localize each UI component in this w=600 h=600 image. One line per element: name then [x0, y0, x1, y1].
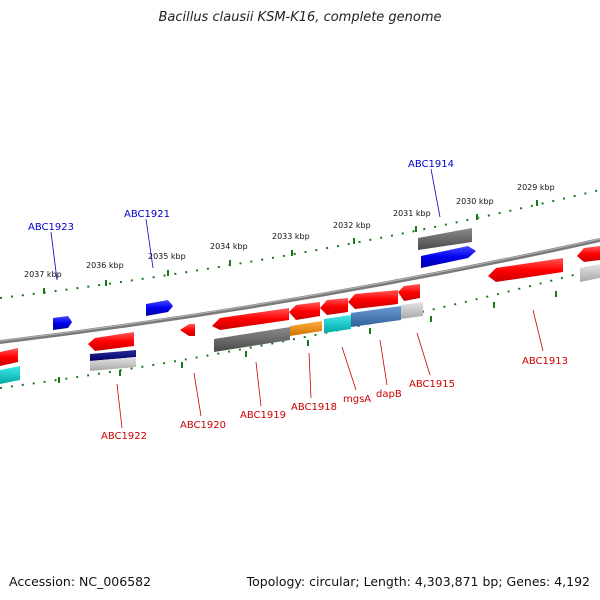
kbp-label: 2030 kbp [456, 197, 494, 206]
lower-feature-row [0, 264, 600, 384]
feature-cyan-bar [324, 315, 351, 333]
upper-feature-row [53, 246, 600, 336]
gene-edge-right-arrow[interactable] [577, 246, 600, 262]
feature-light-bar-right [580, 264, 600, 282]
gene-abc1922-arrow[interactable] [88, 332, 134, 351]
gene-dapb-arrow[interactable] [348, 290, 398, 309]
kbp-label: 2032 kbp [333, 221, 371, 230]
gene-label-abc1915[interactable]: ABC1915 [409, 379, 455, 390]
kbp-label: 2031 kbp [393, 209, 431, 218]
gene-label-abc1914[interactable]: ABC1914 [408, 159, 454, 170]
accession-text: Accession: NC_006582 [9, 574, 152, 589]
kbp-scale-labels: 2037 kbp 2036 kbp 2035 kbp 2034 kbp 2033… [24, 183, 555, 279]
gene-abc1915-arrow[interactable] [398, 284, 420, 301]
kbp-label: 2035 kbp [148, 252, 186, 261]
feature-cyan-left [0, 366, 20, 384]
kbp-label: 2033 kbp [272, 232, 310, 241]
feature-light-bar-abc1915 [401, 302, 423, 319]
gene-abc1921-arrow[interactable] [146, 300, 173, 316]
gene-abc1918-arrow[interactable] [289, 302, 320, 320]
feature-light-bar-abc1922 [90, 357, 136, 371]
gene-label-abc1919[interactable]: ABC1919 [240, 410, 286, 421]
map-title: Bacillus clausii KSM-K16, complete genom… [158, 10, 442, 25]
outer-scale-track [0, 189, 600, 299]
inner-scale-track [0, 267, 600, 389]
gene-label-abc1923[interactable]: ABC1923 [28, 222, 74, 233]
gene-label-abc1918[interactable]: ABC1918 [291, 402, 337, 413]
gene-labels: ABC1923 ABC1921 ABC1914 ABC1922 ABC1920 … [28, 159, 568, 442]
gene-abc1923-arrow[interactable] [53, 316, 72, 330]
gene-label-abc1921[interactable]: ABC1921 [124, 209, 170, 220]
gene-abc1914-arrow[interactable] [421, 246, 476, 268]
kbp-label: 2036 kbp [86, 261, 124, 270]
gene-label-mgsa[interactable]: mgsA [343, 394, 371, 405]
gene-abc1920-arrow[interactable] [180, 324, 195, 336]
gene-label-abc1913[interactable]: ABC1913 [522, 356, 568, 367]
feature-gray-bar-abc1919 [214, 327, 290, 352]
genome-backbone [0, 238, 600, 344]
feature-orange-bar [290, 321, 322, 336]
gene-left-edge-arrow[interactable] [0, 348, 18, 366]
gene-abc1919-arrow[interactable] [212, 308, 289, 330]
kbp-label: 2037 kbp [24, 270, 62, 279]
gene-abc1913-arrow[interactable] [488, 258, 563, 282]
gene-mgsa-arrow[interactable] [320, 298, 348, 315]
gene-label-abc1920[interactable]: ABC1920 [180, 420, 226, 431]
topology-text: Topology: circular; Length: 4,303,871 bp… [246, 574, 590, 589]
gene-label-dapb[interactable]: dapB [376, 389, 402, 400]
gene-label-abc1922[interactable]: ABC1922 [101, 431, 147, 442]
feature-navy-bar [90, 350, 136, 361]
feature-bar-top [418, 228, 472, 250]
upper-label-leaders [50, 168, 441, 281]
lower-label-leaders [116, 309, 544, 429]
feature-steelblue-bar [351, 306, 401, 327]
kbp-label: 2034 kbp [210, 242, 248, 251]
kbp-label: 2029 kbp [517, 183, 555, 192]
